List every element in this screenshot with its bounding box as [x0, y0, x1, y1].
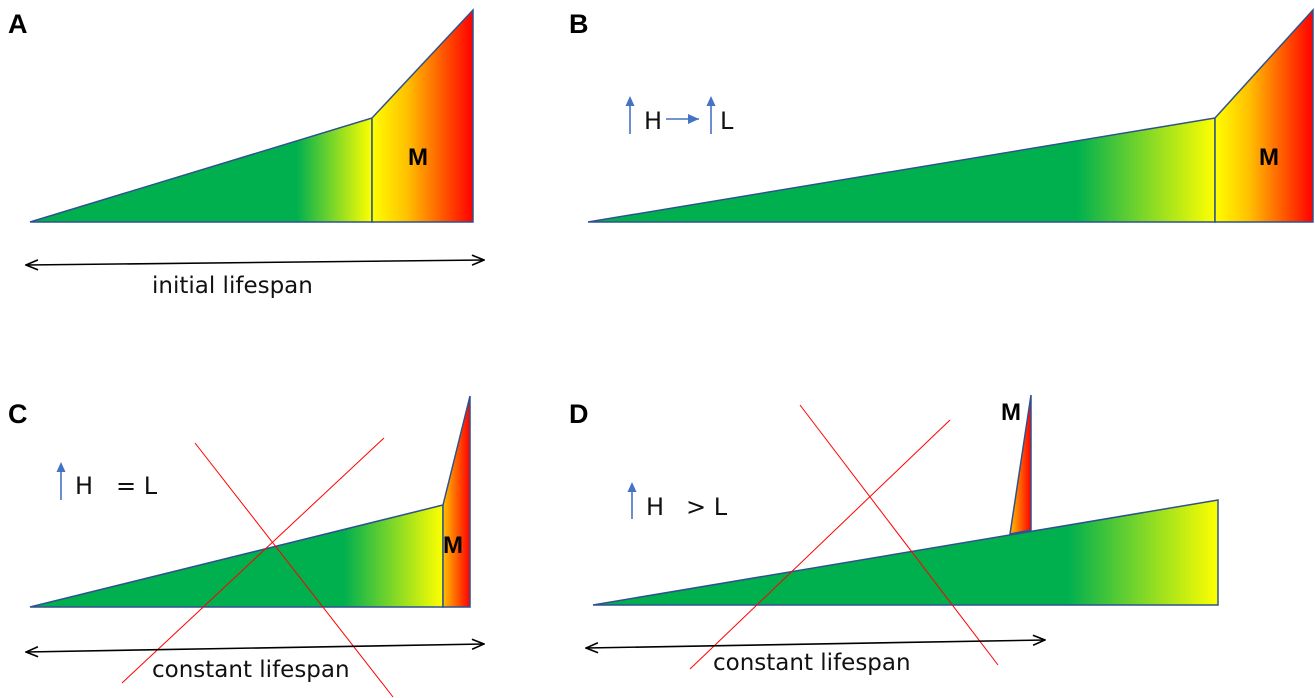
healthspan-wedge-a: [29, 116, 373, 223]
panel-d: D H > L M constant lifespan: [569, 394, 1219, 676]
lifespan-arrow-a: [26, 260, 484, 265]
morbidity-block-c: [442, 395, 471, 608]
healthspan-wedge-d: [592, 499, 1219, 606]
caption-a: initial lifespan: [152, 273, 313, 299]
panel-letter-b: B: [569, 9, 589, 39]
healthspan-symbol-c: H: [75, 472, 93, 500]
panel-letter-c: C: [8, 399, 28, 429]
healthspan-symbol-b: H: [644, 107, 662, 135]
healthspan-wedge-c: [29, 504, 444, 608]
up-arrow-icon: [625, 96, 635, 134]
cross-out-mark: [689, 404, 999, 670]
healthspan-symbol-d: H: [646, 493, 664, 521]
morbidity-spike-d: [1009, 394, 1032, 535]
relation-d: > L: [686, 493, 728, 521]
morbidity-block-b: [1214, 8, 1314, 223]
up-arrow-icon: [706, 96, 716, 134]
panel-c: C H = L M constant lifespan: [8, 395, 484, 698]
lifespan-arrow-c: [26, 644, 484, 652]
up-arrow-icon: [627, 482, 637, 519]
morbidity-label-b: M: [1259, 144, 1279, 171]
panel-a: A M initial lifespan: [8, 8, 484, 299]
healthspan-wedge-b: [587, 117, 1216, 223]
morbidity-block-a: [371, 8, 474, 223]
caption-d: constant lifespan: [713, 650, 911, 676]
panel-b: B M H L: [569, 8, 1314, 223]
panel-letter-a: A: [8, 9, 28, 39]
up-arrow-icon: [56, 462, 66, 500]
lifespan-symbol-b: L: [720, 107, 734, 135]
relation-c: = L: [116, 472, 158, 500]
morbidity-label-c: M: [443, 532, 463, 559]
morbidity-label-d: M: [1001, 399, 1021, 426]
lifespan-arrow-d: [586, 640, 1045, 648]
morbidity-label-a: M: [408, 144, 428, 171]
caption-c: constant lifespan: [152, 657, 350, 683]
panel-letter-d: D: [569, 399, 589, 429]
